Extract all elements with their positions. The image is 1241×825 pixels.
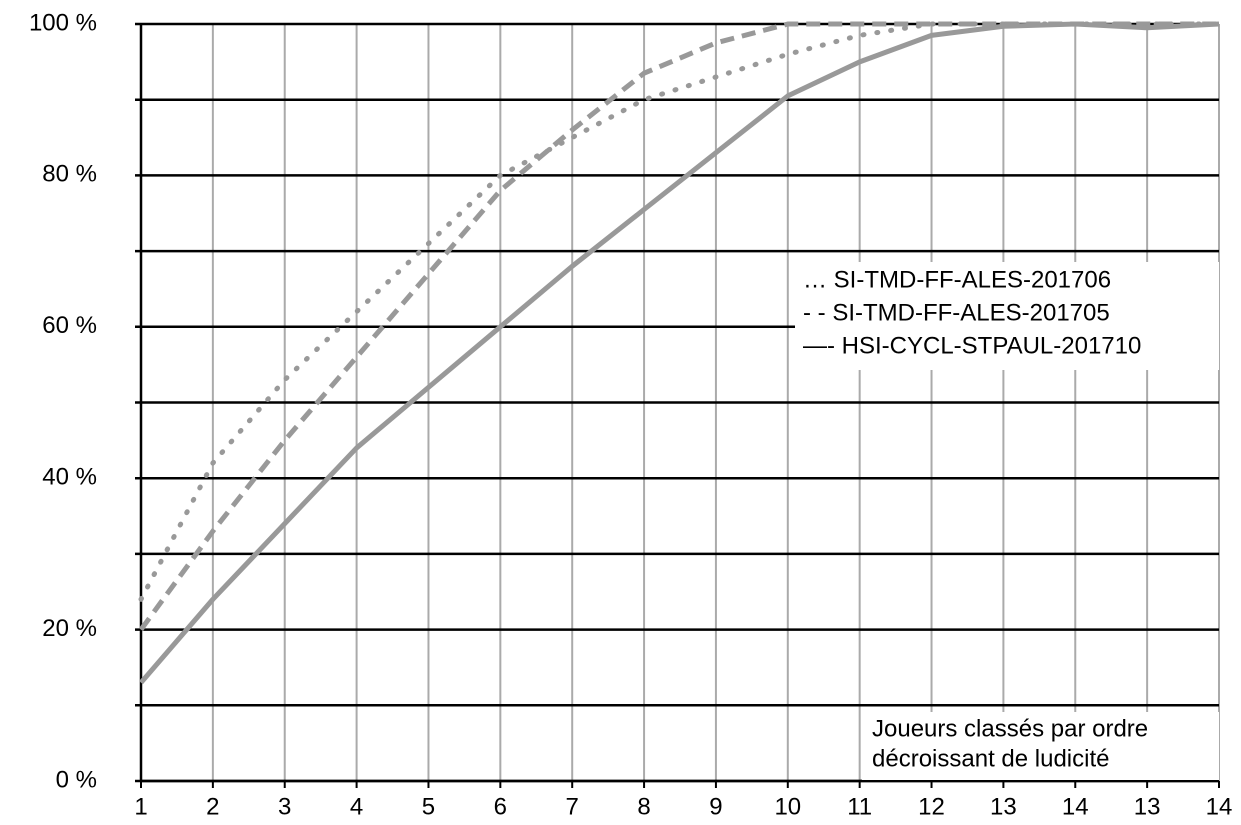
annotation-box <box>862 712 1219 780</box>
x-tick-label: 2 <box>206 793 219 820</box>
legend-entry: … SI-TMD-FF-ALES-201706 <box>803 266 1111 293</box>
y-tick-label: 20 % <box>42 615 97 642</box>
y-tick-label: 0 % <box>56 766 97 793</box>
y-tick-label: 40 % <box>42 464 97 491</box>
x-tick-label: 6 <box>494 793 507 820</box>
x-tick-label: 13 <box>990 793 1017 820</box>
legend-box <box>795 262 1219 370</box>
x-tick-label: 10 <box>774 793 801 820</box>
annotation: Joueurs classés par ordre <box>872 715 1148 742</box>
x-tick-label: 14 <box>1062 793 1089 820</box>
x-tick-label: 13 <box>1134 793 1161 820</box>
series-line <box>139 21 1220 685</box>
x-tick-label: 3 <box>278 793 291 820</box>
legend-entry: - - SI-TMD-FF-ALES-201705 <box>803 299 1110 326</box>
x-tick-label: 1 <box>134 793 147 820</box>
x-tick-label: 9 <box>709 793 722 820</box>
y-tick-label: 100 % <box>29 9 97 36</box>
legend-entry: —- HSI-CYCL-STPAUL-201710 <box>803 332 1141 359</box>
y-tick-label: 80 % <box>42 161 97 188</box>
x-tick-label: 8 <box>637 793 650 820</box>
x-tick-label: 5 <box>422 793 435 820</box>
x-tick-label: 7 <box>566 793 579 820</box>
x-tick-label: 12 <box>918 793 945 820</box>
x-tick-label: 11 <box>847 793 872 820</box>
x-tick-label: 14 <box>1206 793 1233 820</box>
y-tick-label: 60 % <box>42 312 97 339</box>
x-tick-label: 4 <box>350 793 363 820</box>
annotation: décroissant de ludicité <box>872 745 1109 772</box>
